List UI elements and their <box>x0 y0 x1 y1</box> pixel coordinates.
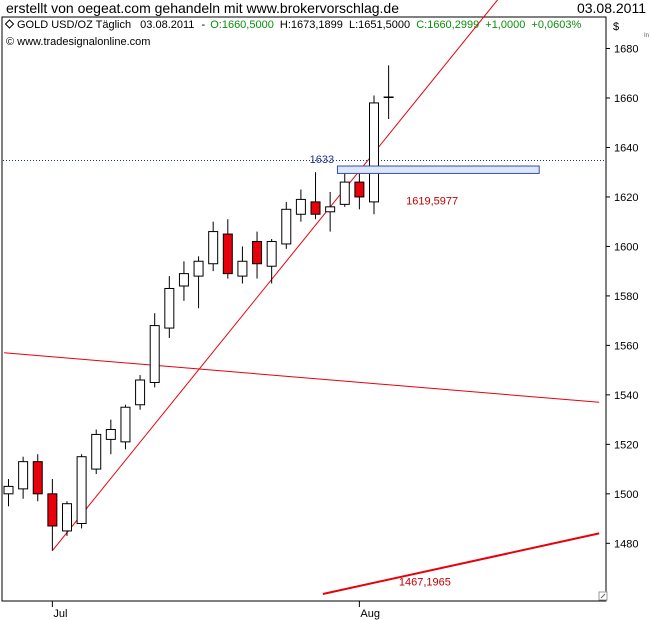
plot-frame <box>1 16 607 602</box>
candle-body <box>310 201 321 215</box>
candle <box>61 501 72 536</box>
y-tick-label: 1620 <box>614 192 638 204</box>
candle <box>91 429 102 475</box>
level-label: 1633 <box>310 154 334 166</box>
y-axis: 1480 1500 1520 1540 1560 1580 1600 1620 1640 1660… <box>606 44 638 550</box>
annotation-label: 1467,1965 <box>399 576 451 588</box>
header-high: H:1673,1899 <box>280 19 343 31</box>
x-axis: Jul Aug <box>51 601 380 620</box>
header-symbol: GOLD USD/OZ Täglich <box>17 19 131 31</box>
candle-body <box>208 231 219 265</box>
lower-trend-line <box>322 532 600 595</box>
candle-body <box>193 260 204 277</box>
candle <box>3 478 14 507</box>
candle <box>383 65 394 120</box>
candle-body <box>369 102 379 203</box>
y-tick-label: 1580 <box>614 291 638 303</box>
header-change-pct: +0,0603% <box>531 19 581 31</box>
level-marker: 1633 <box>310 154 540 174</box>
candle <box>252 231 263 279</box>
candle <box>32 454 43 502</box>
candle-body <box>135 379 146 406</box>
resize-corner-icon[interactable] <box>598 591 608 601</box>
currency-label: $ <box>613 21 619 33</box>
header-date: 03.08.2011 <box>140 19 194 31</box>
y-tick-label: 1500 <box>614 489 638 501</box>
page-date: 03.08.2011 <box>576 0 646 16</box>
page-title: erstellt von oegeat.com gehandeln mit ww… <box>6 0 399 16</box>
candle-body <box>18 461 29 490</box>
diamond-icon <box>4 19 15 29</box>
header-copyright: © www.tradesignalonline.com <box>6 36 150 48</box>
candle <box>178 261 189 301</box>
candle-body <box>76 456 87 525</box>
candles <box>3 65 394 551</box>
y-tick-label: 1660 <box>614 93 638 105</box>
candle <box>281 201 292 249</box>
candle-body <box>281 208 292 245</box>
candle <box>237 246 248 284</box>
candle <box>310 172 321 220</box>
candle-body <box>164 287 175 329</box>
candle-body <box>47 493 58 527</box>
candle <box>354 172 365 210</box>
y-tick-label: 1480 <box>614 538 638 550</box>
candle <box>135 375 146 410</box>
candle <box>105 419 116 455</box>
scale-unit-mark: In <box>644 33 649 39</box>
candle-body <box>178 273 189 287</box>
header-close: C:1660,2999 <box>416 19 479 31</box>
trend-lines <box>4 0 600 595</box>
candle-body <box>149 325 160 383</box>
candle-body <box>237 260 248 277</box>
candle-body <box>61 503 72 532</box>
header-open: O:1660,5000 <box>210 19 274 31</box>
annotation-label: 1619,5977 <box>406 195 458 207</box>
y-tick-label: 1520 <box>614 439 638 451</box>
y-tick-label: 1680 <box>614 44 638 56</box>
support-trend-line <box>51 0 499 552</box>
candle <box>295 189 306 222</box>
x-tick-label: Aug <box>360 608 380 620</box>
candle <box>164 276 175 338</box>
candle-body <box>266 240 277 267</box>
candle <box>149 313 160 388</box>
y-tick-label: 1640 <box>614 142 638 154</box>
candle <box>76 454 87 529</box>
candle-body <box>325 206 336 213</box>
annotations: 1619,5977 1467,1965 <box>399 195 458 588</box>
header-low: L:1651,5000 <box>349 19 410 31</box>
chart-header: GOLD USD/OZ Täglich 03.08.2011 - O:1660,… <box>4 19 581 48</box>
level-box <box>336 165 540 174</box>
candle <box>222 219 233 279</box>
candle-body <box>91 433 102 470</box>
y-tick-label: 1600 <box>614 241 638 253</box>
candle-body <box>222 233 233 275</box>
x-tick-label: Jul <box>53 608 67 620</box>
candle <box>266 238 277 284</box>
candle <box>193 256 204 309</box>
header-dash: - <box>201 19 205 31</box>
candle-body <box>120 406 131 443</box>
candle <box>47 478 58 551</box>
y-tick-label: 1560 <box>614 340 638 352</box>
candle-body <box>32 461 43 495</box>
candle-body <box>3 485 14 495</box>
candle <box>120 404 131 450</box>
candle <box>325 191 336 232</box>
candle <box>208 221 219 272</box>
candle-body <box>252 240 263 265</box>
candle <box>369 95 379 215</box>
candle-body <box>339 181 350 205</box>
falling-line-line <box>4 352 600 403</box>
candle-body <box>105 428 116 440</box>
header-change: +1,0000 <box>485 19 525 31</box>
y-tick-label: 1540 <box>614 390 638 402</box>
header-line: GOLD USD/OZ Täglich 03.08.2011 - O:1660,… <box>17 19 581 31</box>
candle <box>18 456 29 499</box>
candle-body <box>354 181 365 198</box>
candle-body <box>295 198 306 215</box>
